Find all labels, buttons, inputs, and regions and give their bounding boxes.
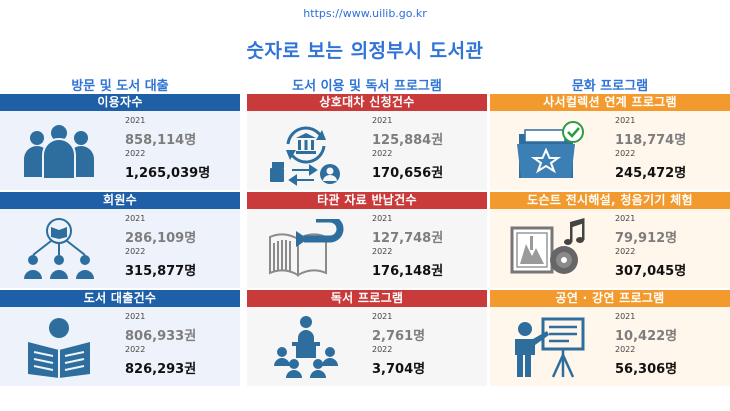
value-previous: 79,912명 [615,231,678,246]
card-label: 도슨트 전시해설, 청음기기 체험 [490,192,730,209]
stat-card-reading-program: 독서 프로그램 2021 2,761명 2022 3,704명 [247,290,487,386]
year-label: 2021 [125,312,146,321]
stat-card-collection-program: 사서컬렉션 연계 프로그램 2021 118,774명 2022 245,472… [490,94,730,190]
value-current: 3,704명 [372,362,426,377]
stat-card-members: 회원수 2021 286,109명 2022 [0,192,240,288]
card-label: 도서 대출건수 [0,290,240,307]
value-current: 1,265,039명 [125,166,211,181]
value-previous: 125,884권 [372,133,444,148]
value-previous: 858,114명 [125,133,197,148]
stat-card-interlibrary: 상호대차 신청건수 [247,94,487,190]
column-title-reading: 도서 이용 및 독서 프로그램 [292,79,442,94]
column-title-culture: 문화 프로그램 [571,79,649,94]
card-label: 이용자수 [0,94,240,111]
value-current: 307,045명 [615,264,687,279]
year-label: 2021 [372,214,393,223]
exhibition-music-icon [510,217,584,274]
stat-card-docent: 도슨트 전시해설, 청음기기 체험 2021 [490,192,730,288]
site-url[interactable]: https://www.uilib.go.kr [303,7,427,20]
stat-card-loans: 도서 대출건수 2021 806,933권 2022 826,293권 [0,290,240,386]
year-label: 2022 [615,247,636,256]
card-label: 타관 자료 반납건수 [247,192,487,209]
column-title-visits: 방문 및 도서 대출 [71,79,169,94]
stat-card-returns: 타관 자료 반납건수 2021 127,748권 2022 176,148권 [247,192,487,288]
year-label: 2021 [372,312,393,321]
year-label: 2022 [615,345,636,354]
value-previous: 127,748권 [372,231,444,246]
year-label: 2021 [615,116,636,125]
year-label: 2021 [615,312,636,321]
card-label: 사서컬렉션 연계 프로그램 [490,94,730,111]
lecture-presenter-icon [514,317,584,378]
year-label: 2022 [125,149,146,158]
year-label: 2021 [372,116,393,125]
year-label: 2022 [125,345,146,354]
value-current: 245,472명 [615,166,687,181]
year-label: 2021 [125,214,146,223]
page-title: 숫자로 보는 의정부시 도서관 [246,40,484,62]
card-label: 회원수 [0,192,240,209]
value-current: 315,877명 [125,264,197,279]
member-network-icon [23,217,94,279]
reading-class-icon [273,315,338,378]
card-label: 상호대차 신청건수 [247,94,487,111]
year-label: 2021 [125,116,146,125]
value-previous: 2,761명 [372,329,426,344]
value-previous: 10,422명 [615,329,678,344]
stat-card-users: 이용자수 2021 858,114명 2022 1,265,039명 [0,94,240,190]
value-current: 170,656권 [372,166,444,181]
users-group-icon [23,122,94,179]
value-current: 56,306명 [615,362,678,377]
stat-card-performance: 공연 · 강연 프로그램 [490,290,730,386]
collection-folder-icon [516,120,584,178]
value-previous: 118,774명 [615,133,687,148]
value-previous: 286,109명 [125,231,197,246]
value-previous: 806,933권 [125,329,197,344]
book-return-icon [268,218,343,277]
year-label: 2022 [615,149,636,158]
interlibrary-loan-icon [269,126,340,186]
year-label: 2022 [125,247,146,256]
reader-book-icon [27,317,90,378]
year-label: 2021 [615,214,636,223]
card-label: 독서 프로그램 [247,290,487,307]
year-label: 2022 [372,247,393,256]
year-label: 2022 [372,149,393,158]
value-current: 176,148권 [372,264,444,279]
value-current: 826,293권 [125,362,197,377]
year-label: 2022 [372,345,393,354]
card-label: 공연 · 강연 프로그램 [490,290,730,307]
